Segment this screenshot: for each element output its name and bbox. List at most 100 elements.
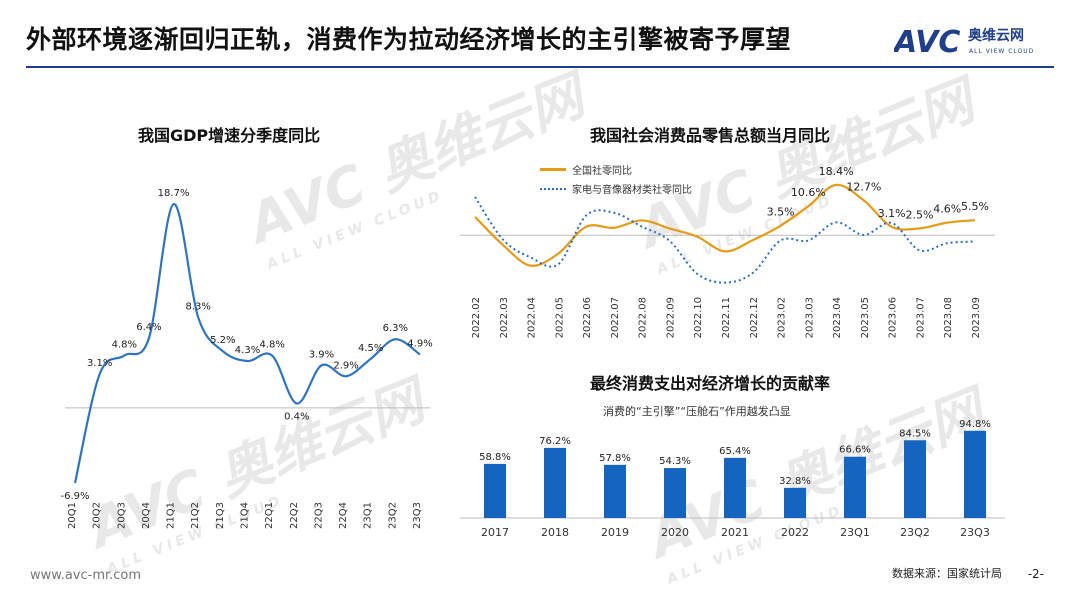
data-label: 65.4% bbox=[719, 446, 751, 457]
x-tick-label: 23Q2 bbox=[387, 502, 398, 529]
data-label: 4.8% bbox=[259, 340, 284, 351]
x-tick-label: 2022.02 bbox=[471, 297, 482, 338]
bar bbox=[724, 457, 746, 518]
bar bbox=[964, 430, 986, 518]
page-number: -2- bbox=[1027, 567, 1044, 581]
x-tick-label: 23Q3 bbox=[412, 502, 423, 529]
contribution-chart-title: 最终消费支出对经济增长的贡献率 bbox=[590, 374, 831, 393]
gdp-line-chart: -6.9%3.1%4.8%6.4%18.7%8.3%5.2%4.3% 4.8%0.… bbox=[60, 188, 432, 529]
header-divider bbox=[26, 66, 1054, 68]
gdp-line bbox=[73, 203, 421, 484]
data-label: 4.9% bbox=[407, 338, 432, 349]
data-label: 2.5% bbox=[905, 208, 933, 221]
x-tick-label: 2020 bbox=[661, 526, 689, 539]
data-label: 94.8% bbox=[959, 420, 991, 430]
x-tick-label: 23Q2 bbox=[900, 526, 930, 539]
x-tick-label: 2022.12 bbox=[749, 297, 760, 338]
data-label: 66.6% bbox=[839, 445, 871, 456]
x-tick-label: 2022.03 bbox=[499, 297, 510, 338]
retail-legend: 全国社零同比 家电与音像器材类社零同比 bbox=[540, 162, 692, 200]
data-label: 12.7% bbox=[846, 180, 881, 193]
logo-letters: AVC bbox=[894, 25, 960, 58]
legend-label-appliance: 家电与音像器材类社零同比 bbox=[572, 185, 692, 196]
x-tick-label: 23Q3 bbox=[960, 526, 990, 539]
x-tick-label: 23Q1 bbox=[363, 502, 374, 529]
data-label: 4.8% bbox=[112, 340, 137, 351]
x-tick-label: 2022.06 bbox=[582, 297, 593, 338]
x-tick-label: 22Q4 bbox=[338, 502, 349, 529]
data-label: 2.9% bbox=[333, 360, 358, 371]
x-tick-label: 2023.02 bbox=[777, 297, 788, 338]
x-tick-label: 2022.11 bbox=[721, 297, 732, 338]
data-label: 4.6% bbox=[933, 203, 961, 216]
x-tick-label: 21Q3 bbox=[215, 502, 226, 529]
x-tick-label: 22Q3 bbox=[313, 502, 324, 529]
x-tick-label: 2022.07 bbox=[610, 297, 621, 338]
x-tick-label: 2023.03 bbox=[804, 297, 815, 338]
x-tick-label: 21Q4 bbox=[240, 502, 251, 529]
data-label: 57.8% bbox=[599, 453, 631, 464]
data-label: 4.5% bbox=[358, 343, 383, 354]
x-tick-label: 2017 bbox=[481, 526, 509, 539]
data-label: 18.7% bbox=[158, 188, 190, 199]
footer-url: www.avc-mr.com bbox=[30, 568, 142, 583]
bar bbox=[784, 487, 806, 518]
legend-item-total: 全国社零同比 bbox=[540, 162, 692, 177]
x-tick-label: 2022 bbox=[781, 526, 809, 539]
data-label: 76.2% bbox=[539, 436, 571, 447]
x-tick-label: 2022.09 bbox=[665, 297, 676, 338]
bar bbox=[604, 464, 626, 518]
x-tick-label: 20Q3 bbox=[116, 502, 127, 529]
bar bbox=[544, 447, 566, 518]
x-tick-label: 2023.05 bbox=[860, 297, 871, 338]
logo-cn: 奥维云网 bbox=[968, 27, 1024, 44]
x-tick-label: 2018 bbox=[541, 526, 569, 539]
page-title: 外部环境逐渐回归正轨，消费作为拉动经济增长的主引擎被寄予厚望 bbox=[26, 25, 792, 54]
contribution-bar-chart: 58.8% 2017 76.2% 2018 57.8% 2019 54.3% 2020 65.4… bbox=[460, 420, 1005, 539]
bar bbox=[844, 456, 866, 518]
data-label: 84.5% bbox=[899, 428, 931, 439]
x-tick-label: 21Q2 bbox=[190, 502, 201, 529]
bar bbox=[484, 463, 506, 518]
data-label: 54.3% bbox=[659, 456, 691, 467]
brand-logo: AVC 奥维云网 ALL VIEW CLOUD bbox=[892, 24, 1052, 60]
retail-appliance-line bbox=[474, 196, 976, 284]
x-tick-label: 2022.08 bbox=[638, 297, 649, 338]
data-label: 4.3% bbox=[235, 345, 260, 356]
bar bbox=[904, 440, 926, 518]
data-label: 6.3% bbox=[383, 323, 408, 334]
data-label: 10.6% bbox=[791, 186, 826, 199]
x-tick-label: 2023.07 bbox=[915, 297, 926, 338]
x-tick-label: 22Q1 bbox=[264, 502, 275, 529]
x-tick-label: 2019 bbox=[601, 526, 629, 539]
retail-chart-title: 我国社会消费品零售总额当月同比 bbox=[590, 126, 831, 145]
x-tick-label: 2021 bbox=[721, 526, 749, 539]
data-label: 32.8% bbox=[779, 476, 811, 487]
x-tick-label: 20Q2 bbox=[92, 502, 103, 529]
logo-en: ALL VIEW CLOUD bbox=[969, 48, 1034, 55]
legend-swatch-total bbox=[540, 168, 566, 171]
data-label: 8.3% bbox=[186, 301, 211, 312]
x-tick-label: 2023.04 bbox=[832, 297, 843, 338]
data-label: 58.8% bbox=[479, 452, 511, 463]
x-tick-label: 20Q1 bbox=[67, 502, 78, 529]
data-label: 5.5% bbox=[961, 200, 989, 213]
x-tick-label: 2023.08 bbox=[943, 297, 954, 338]
x-tick-label: 20Q4 bbox=[141, 502, 152, 529]
data-label: 6.4% bbox=[136, 322, 161, 333]
x-tick-label: 23Q1 bbox=[840, 526, 870, 539]
x-tick-label: 22Q2 bbox=[289, 502, 300, 529]
bar bbox=[664, 468, 686, 518]
data-label: 3.1% bbox=[87, 358, 112, 369]
data-label: -6.9% bbox=[60, 491, 89, 502]
x-tick-label: 2023.09 bbox=[971, 297, 982, 338]
data-source: 数据来源：国家统计局 bbox=[892, 567, 1002, 580]
legend-label-total: 全国社零同比 bbox=[572, 166, 632, 177]
data-label: 18.4% bbox=[819, 165, 854, 178]
x-tick-label: 21Q1 bbox=[166, 502, 177, 529]
contribution-subtitle: 消费的“主引擎”“压舱石”作用越发凸显 bbox=[603, 405, 791, 418]
retail-total-line bbox=[474, 183, 976, 267]
legend-swatch-appliance bbox=[540, 187, 566, 190]
data-label: 3.1% bbox=[878, 207, 906, 220]
data-label: 5.2% bbox=[210, 335, 235, 346]
